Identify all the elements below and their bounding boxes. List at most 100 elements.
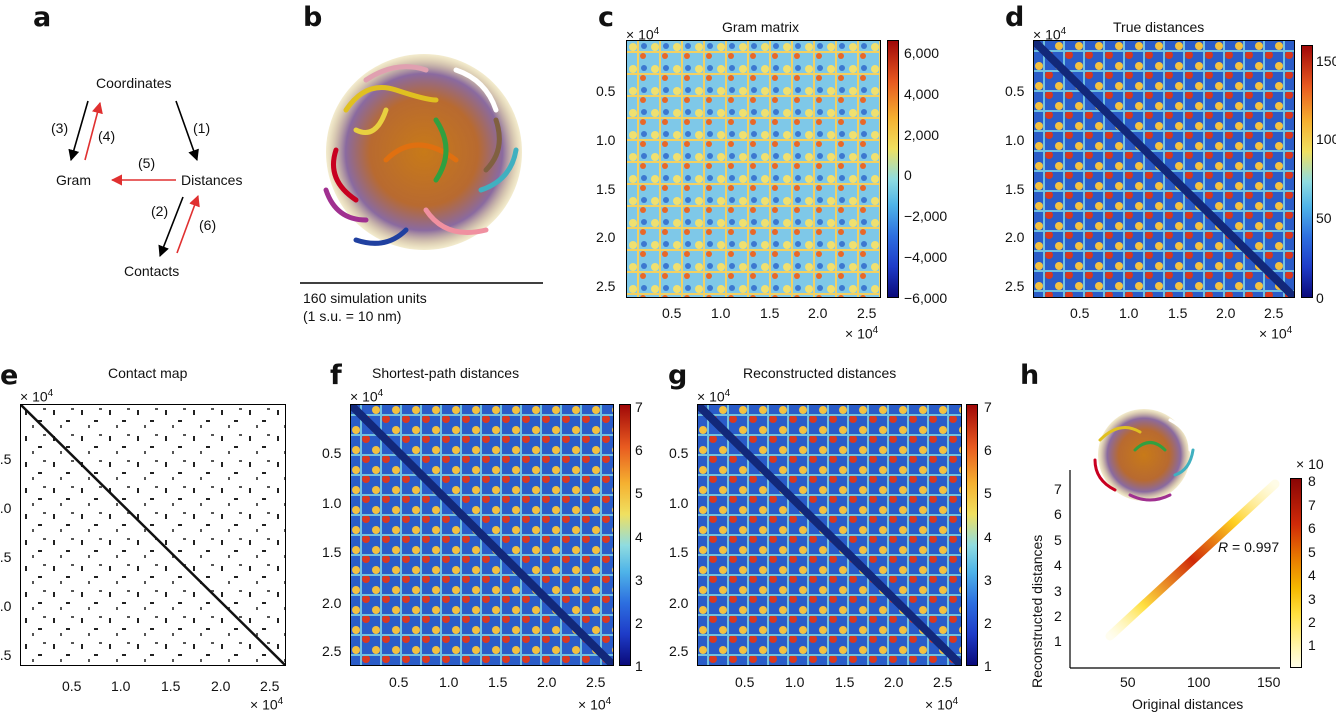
panel-letter-a: a: [33, 2, 52, 33]
panel-f-cbar-tick: 6: [635, 442, 643, 458]
panel-d-ytick: 2.0: [1005, 229, 1025, 245]
node-coordinates: Coordinates: [96, 75, 172, 91]
panel-e-y-multiplier: × 104: [20, 388, 54, 405]
panel-c-y-multiplier: × 104: [626, 26, 660, 43]
reconstructed-distances-heatmap: [697, 404, 962, 666]
edge-label-5: (5): [138, 155, 156, 171]
panel-f-xtick: 0.5: [389, 674, 409, 690]
panel-c-xtick: 2.0: [808, 305, 828, 321]
panel-d-xtick: 0.5: [1070, 305, 1090, 321]
panel-h-cbar-tick: 2: [1308, 614, 1316, 630]
panel-f-ytick: 0.5: [322, 445, 342, 461]
panel-h-colorbar: [1290, 478, 1302, 668]
panel-g-ytick: 1.0: [669, 495, 689, 511]
panel-h-ytick: 7: [1054, 481, 1062, 497]
panel-h-ytick: 1: [1054, 633, 1062, 649]
panel-g-cbar-tick: 2: [984, 615, 992, 631]
panel-d-xtick: 1.5: [1168, 305, 1188, 321]
panel-h-ytick: 3: [1054, 583, 1062, 599]
panel-c-xtick: 2.5: [857, 305, 877, 321]
panel-letter-g: g: [668, 360, 688, 391]
panel-f-ytick: 2.0: [322, 595, 342, 611]
panel-d-ytick: 1.0: [1005, 132, 1025, 148]
panel-g-xtick: 2.0: [884, 674, 904, 690]
edge-label-4: (4): [98, 128, 116, 144]
panel-g-cbar-tick: 4: [984, 529, 992, 545]
panel-f-ytick: 1.5: [322, 544, 342, 560]
edge-label-1: (1): [193, 120, 211, 136]
panel-g-ytick: 2.5: [669, 643, 689, 659]
panel-g-ytick: 1.5: [669, 544, 689, 560]
panel-g-ytick: 0.5: [669, 445, 689, 461]
panel-h-ytick: 6: [1054, 506, 1062, 522]
panel-c-ytick: 0.5: [596, 83, 616, 99]
scale-bar-unit: (1 s.u. = 10 nm): [303, 308, 402, 324]
panel-h-cbar-tick: 7: [1308, 497, 1316, 513]
panel-c-ytick: 2.5: [596, 278, 616, 294]
panel-f-y-multiplier: × 104: [350, 388, 384, 405]
panel-h-cbar-tick: 8: [1308, 473, 1316, 489]
panel-d-cbar-tick: 100: [1316, 131, 1336, 147]
panel-f-cbar-tick: 4: [635, 529, 643, 545]
panel-h-colorbar-multiplier: × 10: [1296, 456, 1324, 472]
panel-g-cbar-tick: 7: [984, 399, 992, 415]
panel-f-cbar-tick: 7: [635, 399, 643, 415]
panel-e-ytick: 1.5: [0, 549, 12, 565]
node-contacts: Contacts: [124, 263, 180, 279]
panel-c-ytick: 1.5: [596, 181, 616, 197]
panel-f-cbar-tick: 3: [635, 572, 643, 588]
panel-d-x-multiplier: × 104: [1259, 325, 1293, 342]
panel-f-ytick: 2.5: [322, 643, 342, 659]
panel-g-title: Reconstructed distances: [743, 365, 897, 381]
correlation-density-band: [1105, 479, 1280, 641]
scatter-axes: [1069, 470, 1280, 669]
arrow-3: [68, 100, 89, 162]
panel-c-cbar-tick: 4,000: [904, 86, 940, 102]
panel-e-xtick: 2.5: [260, 678, 280, 694]
panel-e-ytick: 0.5: [0, 451, 12, 467]
panel-letter-h: h: [1020, 360, 1040, 391]
panel-h-cbar-tick: 6: [1308, 520, 1316, 536]
panel-e-xtick: 2.0: [211, 678, 231, 694]
panel-c-cbar-tick: 0: [904, 167, 912, 183]
panel-h-ytick: 5: [1054, 532, 1062, 548]
panel-e-ytick: 2.5: [0, 647, 12, 663]
panel-c-ytick: 1.0: [596, 132, 616, 148]
panel-f-cbar-tick: 5: [635, 485, 643, 501]
panel-c-cbar-tick: 2,000: [904, 127, 940, 143]
panel-c-ytick: 2.0: [596, 229, 616, 245]
panel-letter-e: e: [0, 360, 19, 391]
node-distances: Distances: [181, 172, 243, 188]
panel-f-xtick: 2.0: [537, 674, 557, 690]
true-distances-heatmap: [1033, 40, 1295, 298]
panel-h-xtick: 50: [1120, 674, 1136, 690]
panel-e-ytick: 2.0: [0, 598, 12, 614]
panel-f-colorbar: [619, 404, 631, 666]
panel-g-xtick: 2.5: [933, 674, 953, 690]
panel-f-xtick: 1.5: [488, 674, 508, 690]
panel-d-ytick: 1.5: [1005, 181, 1025, 197]
panel-c-cbar-tick: −6,000: [904, 290, 948, 306]
arrow-2: [158, 196, 184, 258]
diagram-arrows: [68, 100, 200, 258]
correlation-annotation: R = 0.997: [1218, 539, 1280, 555]
panel-e-xtick: 1.0: [111, 678, 131, 694]
panel-f-cbar-tick: 2: [635, 615, 643, 631]
scale-bar: [300, 282, 543, 284]
chromatin-structure-inset: [1093, 409, 1195, 502]
arrow-1: [175, 100, 199, 162]
panel-letter-d: d: [1005, 2, 1025, 33]
panel-d-cbar-tick: 50: [1316, 210, 1332, 226]
panel-c-cbar-tick: −4,000: [904, 249, 948, 265]
edge-label-3: (3): [51, 120, 69, 136]
panel-g-xtick: 1.5: [835, 674, 855, 690]
panel-c-cbar-tick: 6,000: [904, 45, 940, 61]
panel-d-ytick: 0.5: [1005, 83, 1025, 99]
panel-g-ytick: 2.0: [669, 595, 689, 611]
panel-g-xtick: 0.5: [735, 674, 755, 690]
panel-h-cbar-tick: 1: [1308, 637, 1316, 653]
scale-bar-label: 160 simulation units: [303, 290, 427, 306]
panel-c-x-multiplier: × 104: [845, 325, 879, 342]
panel-d-xtick: 2.5: [1264, 305, 1284, 321]
arrow-4: [84, 101, 103, 161]
